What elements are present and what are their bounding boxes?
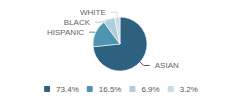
svg-text:WHITE: WHITE [80,8,106,17]
svg-text:6.9%: 6.9% [141,85,159,94]
svg-text:HISPANIC: HISPANIC [47,28,84,37]
svg-text:BLACK: BLACK [64,18,91,27]
svg-text:73.4%: 73.4% [56,85,79,94]
svg-text:ASIAN: ASIAN [155,61,179,70]
svg-text:16.5%: 16.5% [99,85,122,94]
svg-text:3.2%: 3.2% [180,85,198,94]
